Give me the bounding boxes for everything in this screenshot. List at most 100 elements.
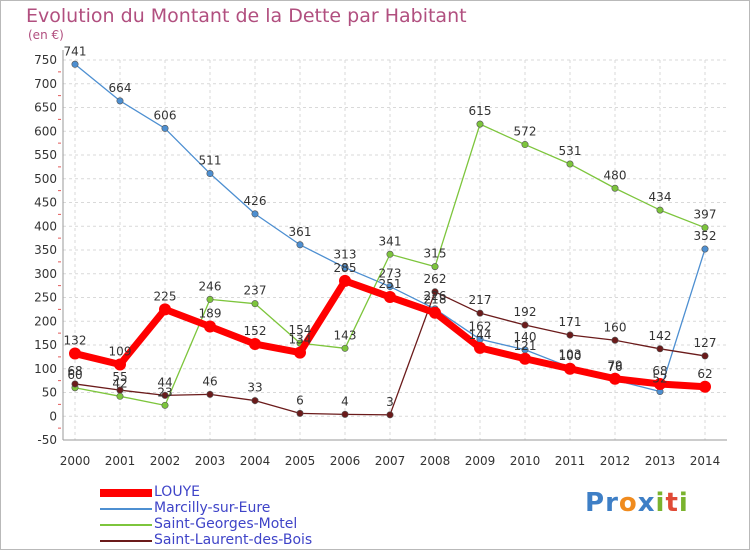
data-point (429, 306, 441, 319)
data-label: 55 (112, 370, 127, 384)
data-point (161, 401, 169, 409)
data-point (251, 300, 259, 308)
x-tick-label: 2010 (510, 454, 541, 468)
y-tick-label: 200 (34, 314, 57, 328)
data-label: 68 (67, 364, 82, 378)
data-label: 154 (289, 323, 312, 337)
data-label: 68 (652, 364, 667, 378)
y-tick-label: 350 (34, 243, 57, 257)
data-point (384, 291, 396, 304)
data-label: 152 (244, 324, 267, 338)
data-point (609, 372, 621, 385)
y-tick-label: 250 (34, 291, 57, 305)
data-label: 103 (559, 347, 582, 361)
data-label: 664 (109, 81, 132, 95)
data-point (116, 97, 124, 105)
data-label: 434 (649, 190, 672, 204)
data-label: 60 (67, 368, 82, 382)
data-label: 144 (469, 328, 492, 342)
data-point (521, 141, 529, 149)
legend-swatch-marcilly (100, 508, 152, 510)
legend-label-marcilly: Marcilly-sur-Eure (154, 500, 271, 516)
data-point (566, 331, 574, 339)
data-label: 132 (64, 334, 87, 348)
data-label: 225 (154, 289, 177, 303)
data-label: 192 (514, 305, 537, 319)
x-tick-label: 2007 (375, 454, 406, 468)
data-point (114, 358, 126, 371)
data-point (69, 347, 81, 360)
data-label: 480 (604, 168, 627, 182)
chart-unit: (en €) (28, 28, 64, 42)
data-point (476, 120, 484, 128)
data-point (611, 184, 619, 192)
legend-label-saint-laurent: Saint-Laurent-des-Bois (154, 532, 313, 548)
data-label: 615 (469, 104, 492, 118)
data-point (656, 345, 664, 353)
legend-item-saint-georges: Saint-Georges-Motel (100, 516, 360, 533)
x-tick-label: 2002 (150, 454, 181, 468)
data-point (341, 344, 349, 352)
data-point (161, 124, 169, 132)
legend-item-saint-laurent: Saint-Laurent-des-Bois (100, 532, 360, 549)
y-tick-label: 600 (34, 124, 57, 138)
data-point (701, 352, 709, 360)
x-tick-label: 2012 (600, 454, 631, 468)
data-point (116, 392, 124, 400)
y-tick-label: 650 (34, 101, 57, 115)
y-tick-label: 550 (34, 148, 57, 162)
y-tick-label: 150 (34, 338, 57, 352)
data-point (431, 263, 439, 271)
data-label: 23 (157, 385, 172, 399)
proxiti-logo: Proxiti (585, 488, 689, 518)
data-point (296, 409, 304, 417)
data-label: 352 (694, 229, 717, 243)
data-label: 246 (199, 279, 222, 293)
data-label: 160 (604, 320, 627, 334)
data-point (701, 224, 709, 232)
data-point (611, 336, 619, 344)
x-tick-label: 2014 (690, 454, 721, 468)
data-point (294, 346, 306, 359)
y-tick-label: 700 (34, 77, 57, 91)
y-tick-label: 450 (34, 196, 57, 210)
data-label: 44 (157, 375, 172, 389)
y-tick-label: 750 (34, 53, 57, 67)
legend-item-louye: LOUYE (100, 484, 360, 501)
data-label: 217 (469, 293, 492, 307)
data-label: 218 (424, 293, 447, 307)
data-label: 100 (559, 349, 582, 363)
data-label: 237 (244, 284, 267, 298)
y-tick-label: 0 (49, 409, 57, 423)
data-label: 171 (559, 315, 582, 329)
data-point (251, 210, 259, 218)
legend-label-saint-georges: Saint-Georges-Motel (154, 516, 298, 532)
data-label: 426 (244, 194, 267, 208)
data-label: 262 (424, 272, 447, 286)
x-tick-label: 2011 (555, 454, 586, 468)
x-tick-label: 2005 (285, 454, 316, 468)
data-label: 3 (386, 395, 394, 409)
data-label: 315 (424, 247, 447, 261)
chart-legend: LOUYE Marcilly-sur-Eure Saint-Georges-Mo… (100, 484, 360, 549)
data-point (386, 411, 394, 419)
data-point (654, 377, 666, 390)
data-point (206, 390, 214, 398)
data-point (474, 341, 486, 354)
data-point (251, 397, 259, 405)
data-point (566, 160, 574, 168)
data-point (386, 283, 394, 291)
data-point (116, 386, 124, 394)
data-label: 109 (109, 344, 132, 358)
data-label: 741 (64, 44, 87, 58)
data-point (701, 245, 709, 253)
data-label: 313 (334, 248, 357, 262)
data-point (386, 250, 394, 258)
legend-swatch-saint-georges (100, 524, 152, 526)
x-tick-label: 2003 (195, 454, 226, 468)
data-point (296, 241, 304, 249)
chart-title: Evolution du Montant de la Dette par Hab… (26, 5, 467, 27)
legend-label-louye: LOUYE (154, 484, 200, 500)
